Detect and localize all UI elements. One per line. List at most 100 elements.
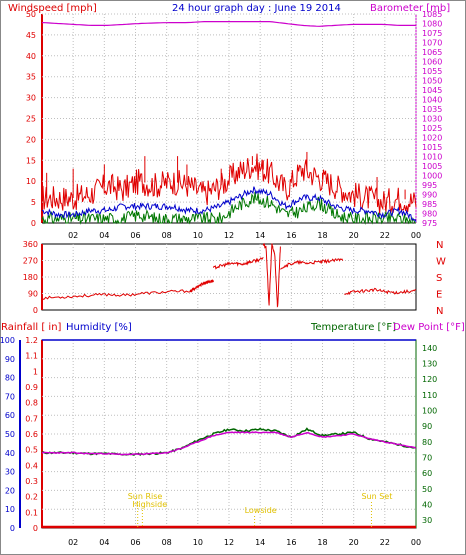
x-tick-label: 22 — [380, 231, 390, 240]
temperature-tick-label: 100 — [422, 407, 437, 416]
direction-tick-label: 270 — [23, 257, 38, 266]
humidity-tick-label: 40 — [5, 449, 15, 458]
y-tick-label: 35 — [26, 73, 36, 82]
humidity-tick-label: 10 — [5, 505, 15, 514]
y-tick-label: 40 — [26, 52, 36, 61]
y2-tick-label: 1065 — [422, 48, 442, 57]
wind-direction-segment — [41, 289, 191, 301]
x-tick-label: 14 — [255, 538, 265, 547]
rain-tick-label: 0.1 — [25, 508, 38, 517]
y2-tick-label: 1045 — [422, 86, 442, 95]
y2-tick-label: 1075 — [422, 29, 442, 38]
wind-direction-segment — [344, 287, 417, 296]
humidity-tick-label: 20 — [5, 486, 15, 495]
rain-tick-label: 0.6 — [25, 430, 38, 439]
rain-tick-label: 0.3 — [25, 477, 38, 486]
y-tick-label: 5 — [31, 198, 36, 207]
annotation-label: Lowside — [245, 506, 277, 515]
temperature-label: Temperature [°F] — [310, 322, 396, 333]
y2-tick-label: 985 — [422, 200, 437, 209]
y2-tick-label: 1025 — [422, 124, 442, 133]
rain-tick-label: 0.8 — [25, 399, 38, 408]
x-tick-label: 16 — [286, 538, 296, 547]
compass-label: E — [436, 290, 442, 301]
x-tick-label: 06 — [130, 231, 140, 240]
humidity-tick-label: 50 — [5, 430, 15, 439]
windspeed-label: Windspeed [mph] — [8, 3, 97, 14]
temperature-tick-label: 40 — [422, 501, 432, 510]
y2-tick-label: 1050 — [422, 77, 442, 86]
y-tick-label: 50 — [26, 10, 36, 19]
y2-tick-label: 1000 — [422, 172, 442, 181]
direction-tick-label: 90 — [28, 290, 38, 299]
barometer-line — [41, 21, 416, 27]
annotation-label: Sun Set — [361, 492, 392, 501]
wind-direction-segment — [262, 242, 281, 308]
windgust-line — [41, 153, 417, 215]
x-tick-label: 08 — [162, 231, 172, 240]
rain-tick-label: 0.7 — [25, 414, 38, 423]
y2-tick-label: 1020 — [422, 134, 442, 143]
x-tick-label: 16 — [286, 231, 296, 240]
temperature-tick-label: 70 — [422, 454, 432, 463]
y-tick-label: 20 — [26, 135, 36, 144]
temperature-tick-label: 140 — [422, 344, 437, 353]
x-tick-label: 10 — [193, 538, 203, 547]
humidity-tick-label: 90 — [5, 355, 15, 364]
y2-tick-label: 995 — [422, 181, 437, 190]
x-tick-label: 20 — [349, 538, 359, 547]
y2-tick-label: 1085 — [422, 10, 442, 19]
compass-label: N — [436, 240, 443, 251]
rain-tick-label: 0.5 — [25, 446, 38, 455]
wind-direction-segment — [212, 256, 264, 270]
y-tick-label: 10 — [26, 177, 36, 186]
x-tick-label: 06 — [130, 538, 140, 547]
humidity-label: Humidity [%] — [66, 322, 132, 333]
y2-tick-label: 1055 — [422, 67, 442, 76]
y2-tick-label: 1010 — [422, 153, 442, 162]
x-tick-label: 02 — [68, 231, 78, 240]
temperature-tick-label: 60 — [422, 469, 432, 478]
compass-label: S — [436, 273, 442, 284]
rainfall-label: Rainfall [ in] — [1, 322, 62, 333]
temperature-tick-label: 120 — [422, 375, 437, 384]
rain-tick-label: 1.2 — [25, 336, 38, 345]
direction-tick-label: 180 — [23, 273, 38, 282]
wind-alt-line — [41, 191, 416, 225]
x-tick-label: 10 — [193, 231, 203, 240]
x-tick-label: 18 — [317, 231, 327, 240]
x-tick-label: 00 — [411, 538, 421, 547]
temperature-tick-label: 90 — [422, 422, 432, 431]
wind-direction-segment — [189, 279, 214, 293]
dewpoint-line — [41, 431, 417, 456]
x-tick-label: 00 — [411, 231, 421, 240]
humidity-tick-label: 80 — [5, 374, 15, 383]
annotation-label: Highside — [132, 500, 167, 509]
y2-tick-label: 1015 — [422, 143, 442, 152]
y2-tick-label: 980 — [422, 210, 437, 219]
y2-tick-label: 1035 — [422, 105, 442, 114]
dewpoint-label: Dew Point [°F] — [393, 322, 465, 333]
x-tick-label: 04 — [99, 231, 109, 240]
rain-tick-label: 1 — [33, 367, 38, 376]
x-tick-label: 22 — [380, 538, 390, 547]
x-tick-label: 08 — [162, 538, 172, 547]
y-tick-label: 15 — [26, 156, 36, 165]
direction-tick-label: 360 — [23, 240, 38, 249]
y2-tick-label: 1060 — [422, 58, 442, 67]
chart-title: 24 hour graph day : June 19 2014 — [172, 3, 341, 14]
compass-label: N — [436, 306, 443, 317]
humidity-tick-label: 30 — [5, 468, 15, 477]
rain-tick-label: 0.9 — [25, 383, 38, 392]
annotation-label: Sun Rise — [128, 492, 163, 501]
y2-tick-label: 1080 — [422, 20, 442, 29]
humidity-tick-label: 60 — [5, 411, 15, 420]
temperature-line — [41, 427, 417, 457]
windspeed-avg-line — [41, 186, 417, 222]
x-tick-label: 18 — [317, 538, 327, 547]
y2-tick-label: 1070 — [422, 39, 442, 48]
x-tick-label: 12 — [224, 538, 234, 547]
temperature-tick-label: 30 — [422, 516, 432, 525]
